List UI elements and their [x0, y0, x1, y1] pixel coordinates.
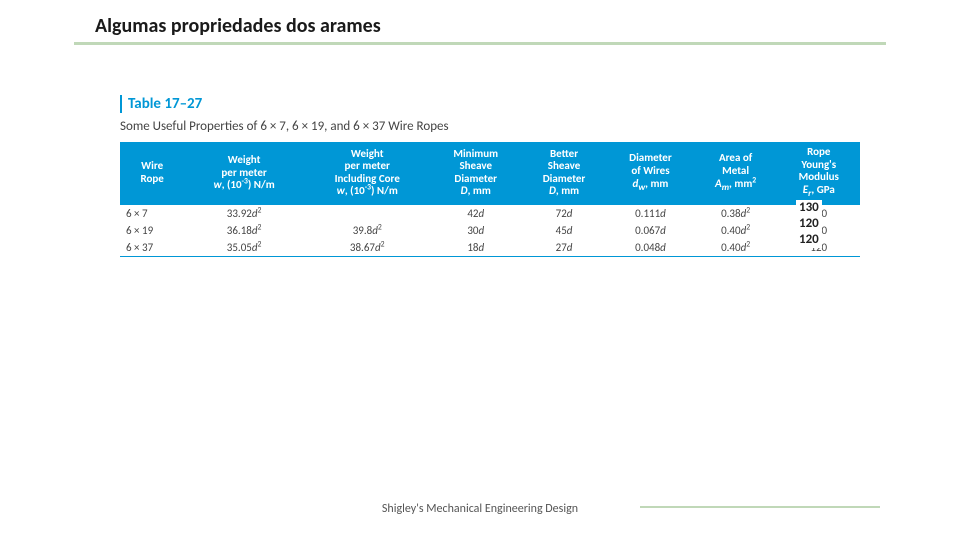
cell: 38.67d2: [304, 239, 431, 257]
table-row: 6 × 7 33.92d2 42d 72d 0.111d 0.38d2 130: [120, 204, 860, 222]
cell: 35.05d2: [184, 239, 303, 257]
cell: 30d: [431, 222, 521, 239]
cell: 36.18d2: [184, 222, 303, 239]
col-weight-core: Weightper meterIncluding Corew, (10-3) N…: [304, 142, 431, 204]
col-wire-rope: WireRope: [120, 142, 184, 204]
er-overlay: 130 120 120: [796, 200, 822, 248]
table-header-row: WireRope Weightper meterw, (10-3) N/m We…: [120, 142, 860, 204]
table-row: 6 × 19 36.18d2 39.8d2 30d 45d 0.067d 0.4…: [120, 222, 860, 239]
er-overlay-3: 120: [799, 232, 819, 248]
col-min-sheave: MinimumSheaveDiameterD, mm: [431, 142, 521, 204]
table-label: Table 17–27: [120, 95, 860, 113]
cell: 0.38d2: [694, 204, 778, 222]
cell: [304, 204, 431, 222]
er-overlay-1: 130: [799, 200, 819, 216]
cell: 39.8d2: [304, 222, 431, 239]
cell: 27d: [521, 239, 607, 257]
col-weight: Weightper meterw, (10-3) N/m: [184, 142, 303, 204]
wire-rope-table: WireRope Weightper meterw, (10-3) N/m We…: [120, 142, 860, 257]
cell: 6 × 37: [120, 239, 184, 257]
cell: 0.111d: [607, 204, 693, 222]
cell: 6 × 7: [120, 204, 184, 222]
cell: 72d: [521, 204, 607, 222]
table-1727: Table 17–27 Some Useful Properties of 6 …: [120, 95, 860, 257]
table-row: 6 × 37 35.05d2 38.67d2 18d 27d 0.048d 0.…: [120, 239, 860, 257]
col-better-sheave: BetterSheaveDiameterD, mm: [521, 142, 607, 204]
er-overlay-2: 120: [799, 216, 819, 232]
cell: 45d: [521, 222, 607, 239]
cell: 33.92d2: [184, 204, 303, 222]
cell: 6 × 19: [120, 222, 184, 239]
cell: 0.067d: [607, 222, 693, 239]
col-diam-wires: Diameterof Wiresdw, mm: [607, 142, 693, 204]
footer-text: Shigley's Mechanical Engineering Design: [0, 502, 960, 516]
table-caption: Some Useful Properties of 6 × 7, 6 × 19,…: [120, 119, 860, 134]
cell: 18d: [431, 239, 521, 257]
col-youngs: RopeYoung'sModulusEr, GPa: [778, 142, 860, 204]
title-underline: [74, 42, 886, 45]
cell: 0.40d2: [694, 239, 778, 257]
col-area-metal: Area ofMetalAm, mm2: [694, 142, 778, 204]
cell: 0.40d2: [694, 222, 778, 239]
cell: 42d: [431, 204, 521, 222]
page-title: Algumas propriedades dos arames: [95, 14, 381, 38]
cell: 0.048d: [607, 239, 693, 257]
